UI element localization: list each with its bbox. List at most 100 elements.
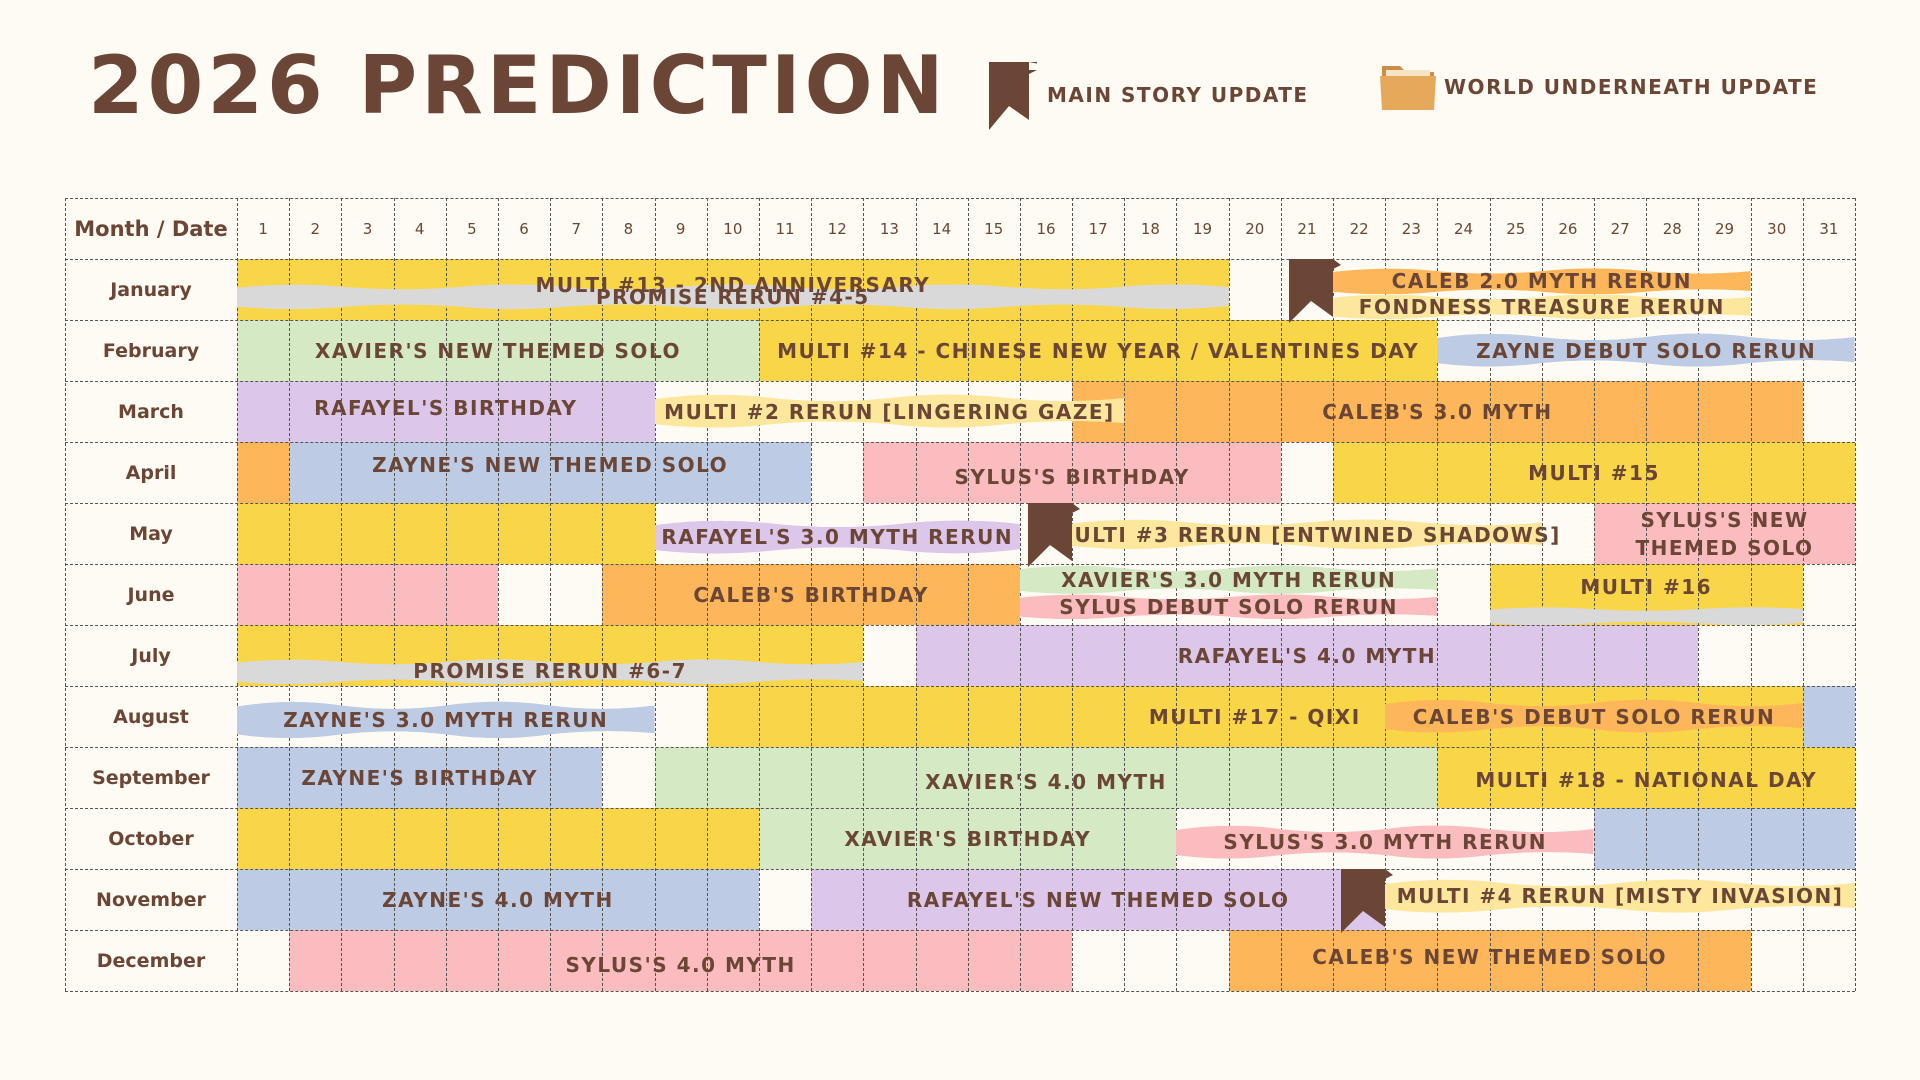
ribbon-overlay — [1019, 565, 1438, 594]
page-title: 2026 PREDICTION — [88, 39, 948, 132]
grid-vline — [497, 198, 499, 991]
grid-vline — [341, 198, 343, 991]
day-header-20: 20 — [1245, 219, 1265, 238]
grid-vline — [1489, 198, 1491, 991]
legend-world-underneath-label: WORLD UNDERNEATH UPDATE — [1444, 75, 1819, 99]
day-header-7: 7 — [571, 219, 582, 238]
grid-vline — [1333, 198, 1335, 991]
day-header-3: 3 — [362, 219, 373, 238]
day-header-14: 14 — [932, 219, 952, 238]
event-caleb-s-new-themed-solo-bar — [1228, 930, 1751, 991]
day-header-30: 30 — [1767, 219, 1787, 238]
grid-hline — [65, 686, 1855, 687]
grid-hline — [65, 625, 1855, 626]
grid-vline — [1802, 198, 1804, 991]
month-label-july: July — [131, 644, 171, 667]
month-date-header: Month / Date — [74, 216, 228, 241]
month-label-august: August — [113, 705, 189, 728]
event-sylus-s-birthday-bar — [863, 442, 1281, 503]
event-block-10-bar — [237, 442, 290, 503]
month-label-december: December — [96, 949, 206, 972]
grid-hline — [65, 991, 1855, 992]
event-sylus-s-4-0-myth-bar — [289, 930, 1073, 991]
ribbon-overlay — [1176, 825, 1595, 859]
ribbon-overlay — [1072, 520, 1542, 550]
day-header-28: 28 — [1662, 219, 1682, 238]
month-label-may: May — [129, 522, 173, 545]
day-header-21: 21 — [1297, 219, 1317, 238]
ribbon-overlay — [1333, 268, 1751, 294]
bookmark-flag-icon — [989, 62, 1039, 130]
day-header-24: 24 — [1453, 219, 1474, 238]
ribbon-overlay — [1019, 594, 1438, 619]
grid-vline — [1124, 198, 1126, 991]
event-xavier-s-4-0-myth-bar — [654, 747, 1438, 808]
month-label-october: October — [108, 827, 194, 850]
day-header-18: 18 — [1140, 219, 1160, 238]
event-block-37-bar — [1594, 808, 1855, 869]
event-block-30-bar — [1802, 686, 1855, 747]
day-header-16: 16 — [1036, 219, 1056, 238]
day-header-29: 29 — [1714, 219, 1735, 238]
day-header-6: 6 — [519, 219, 529, 238]
grid-hline — [65, 747, 1855, 748]
day-header-9: 9 — [675, 219, 686, 238]
day-header-12: 12 — [827, 219, 847, 238]
event-zayne-s-new-themed-solo-bar — [289, 442, 812, 503]
grid-hline — [65, 259, 1855, 260]
day-header-22: 22 — [1349, 219, 1369, 238]
grid-hline — [65, 503, 1855, 504]
day-header-27: 27 — [1610, 219, 1630, 238]
grid-vline — [863, 198, 865, 991]
day-header-5: 5 — [467, 219, 477, 238]
grid-vline — [1176, 198, 1178, 991]
ribbon-overlay — [1333, 294, 1751, 319]
grid-vline — [65, 198, 66, 991]
day-header-25: 25 — [1506, 219, 1526, 238]
ribbon-overlay — [237, 284, 1229, 310]
grid-vline — [602, 198, 604, 991]
grid-vline — [1228, 198, 1230, 991]
month-label-november: November — [96, 888, 206, 911]
grid-hline — [65, 869, 1855, 870]
grid-hline — [65, 930, 1855, 931]
event-rafayel-s-4-0-myth-bar — [915, 625, 1699, 686]
grid-vline — [654, 198, 656, 991]
ribbon-overlay — [1385, 879, 1855, 913]
ribbon-overlay — [1489, 607, 1803, 626]
event-xavier-s-birthday-bar — [758, 808, 1177, 869]
month-label-september: September — [92, 766, 210, 789]
grid-vline — [393, 198, 395, 991]
day-header-31: 31 — [1819, 219, 1839, 238]
month-label-april: April — [125, 461, 177, 484]
ribbon-overlay — [1437, 334, 1855, 367]
event-sylus-s-new-bar — [1594, 503, 1855, 564]
ribbon-overlay — [237, 702, 655, 739]
main-story-flag-icon — [1288, 259, 1341, 323]
main-story-flag-icon — [1341, 869, 1394, 933]
grid-hline — [65, 320, 1855, 321]
day-header-2: 2 — [310, 219, 321, 238]
grid-vline — [1072, 198, 1074, 991]
day-header-4: 4 — [414, 219, 425, 238]
grid-hline — [65, 808, 1855, 809]
day-header-13: 13 — [879, 219, 899, 238]
grid-vline — [445, 198, 447, 991]
event-multi-14-chinese-new-year-valentines-day-bar — [758, 320, 1438, 381]
day-header-19: 19 — [1193, 219, 1213, 238]
grid-hline — [65, 381, 1855, 382]
grid-vline — [1698, 198, 1700, 991]
month-label-march: March — [118, 400, 184, 423]
day-header-11: 11 — [775, 219, 795, 238]
grid-vline — [1385, 198, 1387, 991]
folder-icon — [1380, 66, 1436, 110]
event-multi-18-national-day-bar — [1437, 747, 1855, 808]
main-story-flag-icon — [1027, 503, 1080, 567]
day-header-17: 17 — [1088, 219, 1108, 238]
grid-vline — [1019, 198, 1021, 991]
day-header-15: 15 — [984, 219, 1004, 238]
grid-vline — [811, 198, 813, 991]
grid-vline — [289, 198, 291, 991]
legend-main-story-label: MAIN STORY UPDATE — [1047, 83, 1309, 107]
